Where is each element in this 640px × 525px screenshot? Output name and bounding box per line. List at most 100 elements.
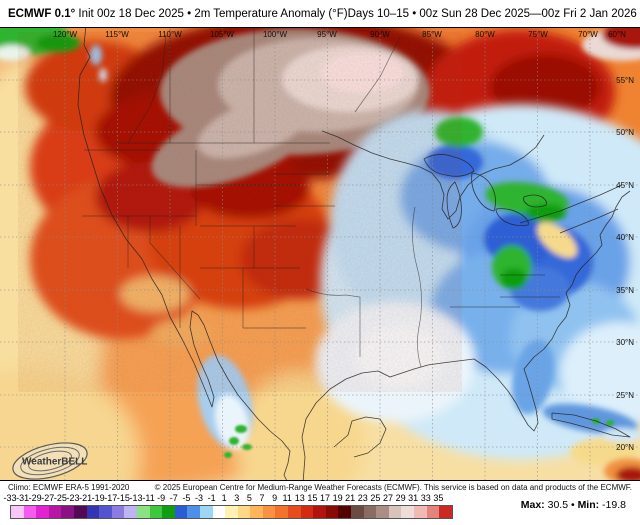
texture-overlay	[55, 62, 425, 362]
colorbar-tick-label: -7	[169, 493, 178, 503]
colorbar-segment	[86, 506, 100, 518]
map-title: ECMWF 0.1° Init 00z 18 Dec 2025 • 2m Tem…	[8, 8, 348, 20]
colorbar-tick-label: -15	[116, 493, 130, 503]
attribution-row: Climo: ECMWF ERA-5 1991-2020 © 2025 Euro…	[0, 481, 640, 494]
colorbar-segment	[325, 506, 339, 518]
colorbar-segment	[73, 506, 87, 518]
colorbar-tick-label: 9	[272, 493, 278, 503]
colorbar-segment	[351, 506, 364, 518]
lon-label: 85°W	[422, 30, 442, 39]
colorbar-tick-label: 35	[433, 493, 444, 503]
colorbar-tick-label: 33	[420, 493, 431, 503]
colorbar-tick-label: -17	[104, 493, 118, 503]
colorbar-segment	[426, 506, 440, 518]
colorbar-segment	[363, 506, 377, 518]
colorbar-segment	[162, 506, 175, 518]
colorbar-tick-label: -33	[3, 493, 17, 503]
colorbar-tick-label: -29	[28, 493, 42, 503]
colorbar-segment	[48, 506, 62, 518]
colorbar-segment	[338, 506, 352, 518]
header-bar: ECMWF 0.1° Init 00z 18 Dec 2025 • 2m Tem…	[0, 0, 640, 27]
colorbar-segment	[401, 506, 414, 518]
lon-label: 110°W	[158, 30, 182, 39]
lat-label: 40°N	[616, 233, 634, 242]
colorbar-segment	[250, 506, 263, 518]
colorbar-segment	[99, 506, 112, 518]
lon-label: 80°W	[475, 30, 495, 39]
model-name: ECMWF 0.1°	[8, 7, 76, 20]
colorbar-tick-label: -9	[157, 493, 166, 503]
max-min-readout: Max: 30.5 • Min: -19.8	[521, 499, 626, 511]
lon-label: 90°W	[370, 30, 390, 39]
lon-label: 75°W	[528, 30, 548, 39]
lat-label: 20°N	[616, 443, 634, 452]
valid-period: Days 10–15 • 00z Sun 28 Dec 2025—00z Fri…	[347, 7, 637, 20]
anomaly-map: 120°W 115°W 110°W 105°W 100°W 95°W 90°W 85°W 80°…	[0, 27, 640, 481]
colorbar-segment	[275, 506, 289, 518]
colorbar-segment	[212, 506, 226, 518]
map-canvas: 120°W 115°W 110°W 105°W 100°W 95°W 90°W 85°W 80°…	[0, 27, 640, 481]
coastlines-borders	[77, 27, 631, 481]
bullet-separator: •	[570, 499, 578, 511]
colorbar-tick-label: 19	[332, 493, 343, 503]
colorbar-tick-label: -5	[182, 493, 191, 503]
colorbar-tick-label: 3	[234, 493, 240, 503]
lon-label: 115°W	[105, 30, 129, 39]
lon-label: 120°W	[53, 30, 78, 39]
colorbar-tick-label: -11	[142, 493, 155, 503]
colorbar-tick-label: 1	[221, 493, 227, 503]
colorbar-tick-label: -19	[91, 493, 105, 503]
colorbar-segment	[124, 506, 137, 518]
colorbar-tick-label: -1	[207, 493, 216, 503]
colorbar-segment	[199, 506, 213, 518]
colorbar-tick-label: 17	[319, 493, 331, 503]
max-value: 30.5	[544, 499, 571, 511]
colorbar-tick-label: -3	[194, 493, 204, 503]
colorbar-segment	[288, 506, 301, 518]
colorbar-segment	[11, 506, 24, 518]
colorbar-segment	[174, 506, 188, 518]
climo-note: Climo: ECMWF ERA-5 1991-2020	[8, 483, 130, 492]
lat-label: 30°N	[616, 338, 634, 347]
colorbar-tick-label: 27	[382, 493, 394, 503]
colorbar-tick-label: -23	[66, 493, 80, 503]
min-label: Min:	[577, 499, 600, 511]
colorbar-segment	[300, 506, 314, 518]
colorbar-segment	[187, 506, 200, 518]
logo-text: WeatherBELL	[22, 457, 87, 468]
colorbar-segment	[414, 506, 427, 518]
colorbar-tick-label: -31	[16, 493, 30, 503]
colorbar-segment	[376, 506, 389, 518]
lon-label: 70°W	[578, 30, 598, 39]
colorbar-segment	[225, 506, 238, 518]
lon-label: 95°W	[317, 30, 337, 39]
lat-label: 25°N	[616, 391, 634, 400]
colorbar-tick-label: 23	[357, 493, 368, 503]
lat-label: 45°N	[616, 181, 634, 190]
max-label: Max:	[520, 499, 545, 511]
colorbar-tick-label: 25	[370, 493, 381, 503]
lon-label: 60°N	[608, 30, 626, 39]
colorbar-segment	[313, 506, 326, 518]
colorbar-tick-label: 15	[307, 493, 318, 503]
min-value: -19.8	[599, 499, 626, 511]
title-detail: Init 00z 18 Dec 2025 • 2m Temperature An…	[75, 7, 348, 20]
colorbar-tick-label: 13	[294, 493, 305, 503]
lon-label: 100°W	[263, 30, 288, 39]
colorbar-tick-label: -21	[79, 493, 93, 503]
green-specks	[224, 418, 614, 458]
colorbar-tick-label: 31	[408, 493, 419, 503]
colorbar-tick-label: -13	[129, 493, 143, 503]
state-lines	[82, 29, 560, 368]
lat-label: 50°N	[616, 128, 634, 137]
colorbar-segment	[388, 506, 402, 518]
lat-label: 55°N	[616, 76, 634, 85]
colorbar-tick-label: 29	[395, 493, 406, 503]
colorbar-ticks: -33 -31 -29 -27 -25 -23 -21 -19 -17 -15 -13 -11 -9 -7…	[3, 493, 465, 504]
colorbar-tick-label: 11	[282, 493, 292, 503]
graticule-labels: 120°W 115°W 110°W 105°W 100°W 95°W 90°W 85°W 80°…	[53, 30, 634, 452]
colorbar-segment	[439, 506, 452, 518]
colorbar-segment	[36, 506, 49, 518]
colorbar-segment	[61, 506, 74, 518]
